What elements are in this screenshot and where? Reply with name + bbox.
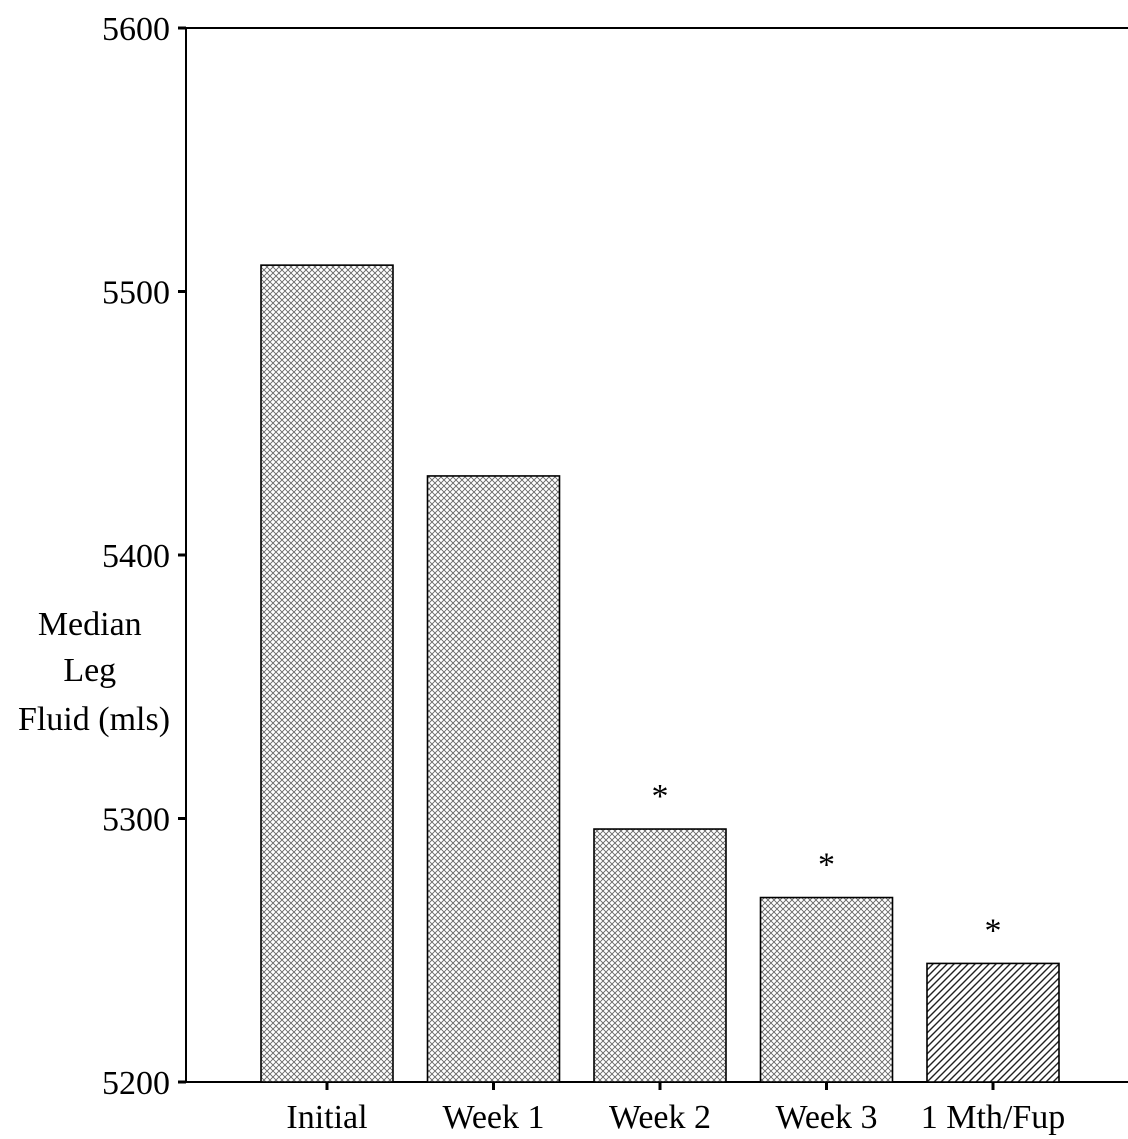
x-tick-label: Week 3 — [775, 1099, 877, 1136]
y-axis-label-line-3: Fluid (mls) — [18, 701, 170, 738]
y-ticks: 5200 5300 5400 5500 5600 — [102, 11, 186, 1102]
y-axis-label-line-1: Median — [38, 606, 142, 643]
x-tick-label: Initial — [286, 1099, 367, 1136]
bar — [428, 476, 560, 1082]
x-ticks: Initial Week 1 Week 2 Week 3 1 Mth/Fup — [286, 1082, 1065, 1136]
y-axis-label: Median Leg Fluid (mls) — [18, 606, 170, 738]
bar — [594, 829, 726, 1082]
y-tick-label: 5300 — [102, 802, 170, 839]
bar — [261, 265, 393, 1082]
x-tick-label: Week 1 — [442, 1099, 544, 1136]
significance-marker: * — [818, 847, 835, 884]
bar — [761, 898, 893, 1082]
y-tick-label: 5400 — [102, 538, 170, 575]
bar — [927, 963, 1059, 1082]
y-axis-label-line-2: Leg — [63, 652, 116, 689]
x-tick-label: Week 2 — [609, 1099, 711, 1136]
bars: * * * — [261, 265, 1059, 1082]
x-tick-label: 1 Mth/Fup — [921, 1099, 1066, 1136]
significance-marker: * — [985, 912, 1002, 949]
y-tick-label: 5200 — [102, 1065, 170, 1102]
y-tick-label: 5600 — [102, 11, 170, 48]
y-tick-label: 5500 — [102, 275, 170, 312]
significance-marker: * — [652, 778, 669, 815]
